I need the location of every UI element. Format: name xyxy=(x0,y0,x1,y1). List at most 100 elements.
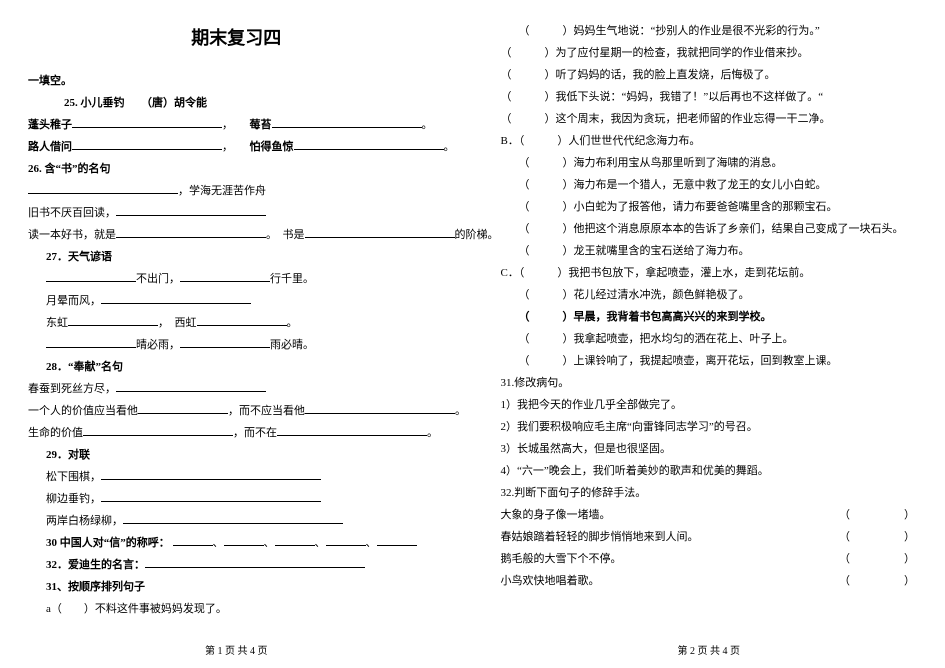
blank[interactable] xyxy=(101,293,251,304)
line: （ ）小白蛇为了报答他，请力布要爸爸嘴里含的那颗宝石。 xyxy=(501,196,918,218)
section-32b: 32.判断下面句子的修辞手法。 xyxy=(501,482,918,504)
blank[interactable] xyxy=(138,403,228,414)
blank[interactable] xyxy=(101,491,321,502)
text: ， 西虹 xyxy=(158,317,197,329)
line: a（ ）不料这件事被妈妈发现了。 xyxy=(28,598,445,620)
page-left: 期末复习四 一填空。 25. 小儿垂钓 （唐）胡令能 蓬头稚子， 莓苔。 路人借… xyxy=(0,0,473,668)
blank[interactable] xyxy=(326,535,366,546)
blank[interactable] xyxy=(72,117,222,128)
line: （ ）海力布是一个猎人，无意中救了龙王的女儿小白蛇。 xyxy=(501,174,918,196)
text: ，而不应当看他 xyxy=(228,405,305,417)
line: （ ）他把这个消息原原本本的告诉了乡亲们，结果自己变成了一块石头。 xyxy=(501,218,918,240)
text: 。 xyxy=(422,119,433,131)
text: ， xyxy=(222,119,233,131)
blank[interactable] xyxy=(173,535,213,546)
text: ，学海无涯苦作舟 xyxy=(178,185,266,197)
blank[interactable] xyxy=(101,469,321,480)
blank[interactable] xyxy=(197,315,287,326)
answer-paren[interactable]: （ ） xyxy=(839,526,917,548)
blank[interactable] xyxy=(46,271,136,282)
line: （ ）上课铃响了，我提起喷壶，离开花坛，回到教室上课。 xyxy=(501,350,918,372)
blank[interactable] xyxy=(275,535,315,546)
blank[interactable] xyxy=(377,535,417,546)
text: 。 xyxy=(444,141,455,153)
blank[interactable] xyxy=(294,139,444,150)
text: ，而不在 xyxy=(233,427,277,439)
line: （ ）听了妈妈的话，我的脸上直发烧，后悔极了。 xyxy=(501,64,918,86)
blank[interactable] xyxy=(180,271,270,282)
text: 雨必晴。 xyxy=(270,339,314,351)
line: 柳边垂钓， xyxy=(28,488,445,510)
blank[interactable] xyxy=(46,337,136,348)
line: （ ）妈妈生气地说：“抄别人的作业是很不光彩的行为。” xyxy=(501,20,918,42)
line: 春蚕到死丝方尽， xyxy=(28,378,445,400)
text: 莓苔 xyxy=(250,119,272,131)
text: 生命的价值 xyxy=(28,427,83,439)
text: 大象的身子像一堵墙。 xyxy=(501,509,611,521)
blank[interactable] xyxy=(180,337,270,348)
blank[interactable] xyxy=(68,315,158,326)
text: ， xyxy=(222,141,233,153)
blank[interactable] xyxy=(272,117,422,128)
blank[interactable] xyxy=(116,205,266,216)
blank[interactable] xyxy=(145,557,365,568)
line: 两岸白杨绿柳， xyxy=(28,510,445,532)
text: 读一本好书，就是 xyxy=(28,229,116,241)
section-fill: 一填空。 xyxy=(28,70,445,92)
line: （ ）我拿起喷壶，把水均匀的洒在花上、叶子上。 xyxy=(501,328,918,350)
line: 一个人的价值应当看他，而不应当看他。 xyxy=(28,400,445,422)
text: 鹅毛般的大雪下个不停。 xyxy=(501,553,622,565)
page-footer-left: 第 1 页 共 4 页 xyxy=(0,642,473,662)
blank[interactable] xyxy=(123,513,343,524)
line: ，学海无涯苦作舟 xyxy=(28,180,445,202)
answer-paren[interactable]: （ ） xyxy=(839,504,917,526)
line: （ ）这个周末，我因为贪玩，把老师留的作业忘得一干二净。 xyxy=(501,108,918,130)
section-27: 27．天气谚语 xyxy=(28,246,445,268)
text: 。 xyxy=(455,405,466,417)
page-right: （ ）妈妈生气地说：“抄别人的作业是很不光彩的行为。” （ ）为了应付星期一的检… xyxy=(473,0,945,668)
text: 旧书不厌百回读， xyxy=(28,207,116,219)
text: 春姑娘踏着轻轻的脚步悄悄地来到人间。 xyxy=(501,531,699,543)
text: 小鸟欢快地唱着歌。 xyxy=(501,575,600,587)
blank[interactable] xyxy=(116,227,266,238)
section-28: 28．“奉献”名句 xyxy=(28,356,445,378)
text: 。 xyxy=(287,317,298,329)
line: （ ）海力布利用宝从鸟那里听到了海啸的消息。 xyxy=(501,152,918,174)
section-26: 26. 含“书”的名句 xyxy=(28,158,445,180)
line: 3）长城虽然高大，但是也很坚固。 xyxy=(501,438,918,460)
blank[interactable] xyxy=(305,227,455,238)
poem-line-2: 路人借问， 怕得鱼惊。 xyxy=(28,136,445,158)
text: 怕得鱼惊 xyxy=(250,141,294,153)
blank[interactable] xyxy=(28,183,178,194)
poem-heading: 25. 小儿垂钓 （唐）胡令能 xyxy=(28,92,445,114)
blank[interactable] xyxy=(305,403,455,414)
text: 不出门， xyxy=(136,273,180,285)
text: 两岸白杨绿柳， xyxy=(46,515,123,527)
text: 东虹 xyxy=(46,317,68,329)
text: 柳边垂钓， xyxy=(46,493,101,505)
answer-paren[interactable]: （ ） xyxy=(839,548,917,570)
text: 32．爱迪生的名言： xyxy=(46,559,145,571)
blank[interactable] xyxy=(277,425,427,436)
page-footer-right: 第 2 页 共 4 页 xyxy=(473,642,945,662)
line: （ ）花儿经过清水冲洗，颜色鲜艳极了。 xyxy=(501,284,918,306)
line: 东虹 ， 西虹 。 xyxy=(28,312,445,334)
line: 月晕而风， xyxy=(28,290,445,312)
blank[interactable] xyxy=(224,535,264,546)
answer-paren[interactable]: （ ） xyxy=(839,570,917,592)
line: 生命的价值，而不在。 xyxy=(28,422,445,444)
blank[interactable] xyxy=(83,425,233,436)
text: 春蚕到死丝方尽， xyxy=(28,383,116,395)
line-b: B．（ ）人们世世代代纪念海力布。 xyxy=(501,130,918,152)
text: 一个人的价值应当看他 xyxy=(28,405,138,417)
line: 不出门，行千里。 xyxy=(28,268,445,290)
poem-line-1: 蓬头稚子， 莓苔。 xyxy=(28,114,445,136)
section-31: 31、按顺序排列句子 xyxy=(28,576,445,598)
line: 晴必雨， 雨必晴。 xyxy=(28,334,445,356)
blank[interactable] xyxy=(72,139,222,150)
line: （ ）为了应付星期一的检查，我就把同学的作业借来抄。 xyxy=(501,42,918,64)
text: 晴必雨， xyxy=(136,339,180,351)
judge-line: 鹅毛般的大雪下个不停。 （ ） xyxy=(501,548,918,570)
blank[interactable] xyxy=(116,381,266,392)
judge-line: 大象的身子像一堵墙。 （ ） xyxy=(501,504,918,526)
